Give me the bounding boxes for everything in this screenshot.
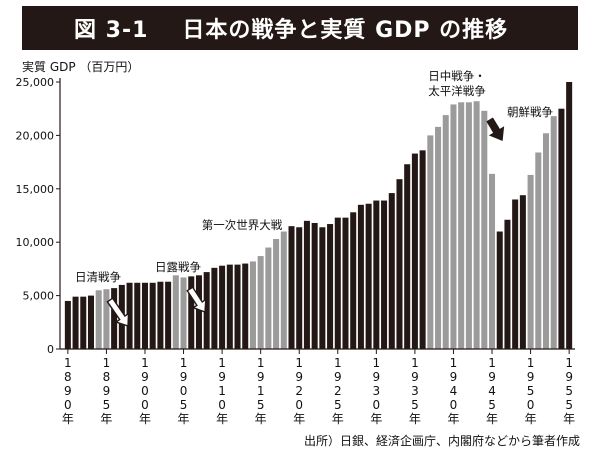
source-note: 出所）日銀、経済企画庁、内閣府などから筆者作成 (303, 434, 580, 448)
bar-1916 (265, 247, 272, 349)
annotation-arrow-icon (486, 117, 505, 141)
bar-1951 (535, 152, 542, 349)
bar-1910 (219, 265, 226, 349)
bar-1915 (257, 256, 264, 349)
bar-1929 (365, 203, 372, 349)
bar-1899 (134, 282, 141, 349)
bar-1918 (280, 231, 287, 349)
bar-1926 (342, 217, 349, 349)
bar-1945 (489, 173, 496, 349)
bar-1914 (249, 261, 256, 349)
bar-1944 (481, 110, 488, 349)
bar-1947 (504, 219, 511, 349)
figure-number: 図 3-1 (74, 18, 149, 43)
bar-1904 (172, 275, 179, 349)
bar-1894 (95, 290, 102, 349)
bar-1953 (550, 116, 557, 350)
bar-1924 (327, 224, 334, 349)
bar-1928 (357, 204, 364, 349)
y-tick-label: 15,000 (16, 183, 55, 196)
bar-1919 (288, 226, 295, 349)
bar-1909 (211, 267, 218, 349)
bar-1911 (226, 264, 233, 349)
bar-1898 (126, 282, 133, 349)
bar-1890 (64, 300, 71, 349)
bar-1936 (419, 150, 426, 349)
y-axis-unit-label: 実質 GDP （百万円） (22, 60, 140, 74)
bar-1891 (72, 296, 79, 349)
y-tick-label: 5,000 (23, 290, 55, 303)
bar-1908 (203, 272, 210, 349)
bar-1925 (334, 217, 341, 349)
bar-1920 (296, 227, 303, 349)
bar-1893 (87, 295, 94, 349)
annotation-1: 日清戦争 (75, 270, 121, 284)
bar-1948 (512, 199, 519, 349)
figure-title: 日本の戦争と実質 GDP の推移 (182, 18, 509, 43)
bar-1931 (381, 200, 388, 349)
y-tick-label: 20,000 (16, 129, 55, 142)
bar-1940 (450, 104, 457, 350)
bar-1932 (388, 193, 395, 349)
figure-title-bar: 図 3-1 日本の戦争と実質 GDP の推移 (22, 6, 578, 50)
bar-1900 (141, 282, 148, 349)
bar-1949 (519, 195, 526, 349)
bar-1913 (242, 263, 249, 349)
bar-1927 (350, 212, 357, 349)
bar-1943 (473, 101, 480, 349)
bar-1952 (543, 133, 550, 349)
bar-1939 (442, 115, 449, 349)
bar-1938 (435, 126, 442, 349)
bar-1935 (411, 153, 418, 349)
bar-1933 (396, 179, 403, 349)
y-tick-label: 10,000 (16, 236, 55, 249)
y-tick-label: 25,000 (16, 76, 55, 89)
bar-1906 (188, 276, 195, 349)
annotation-4: 日中戦争・太平洋戦争 (428, 69, 486, 98)
bar-1907 (195, 275, 202, 349)
bar-1950 (527, 174, 534, 349)
bar-1930 (373, 200, 380, 349)
bar-1903 (165, 281, 172, 349)
bar-1912 (234, 264, 241, 349)
bar-1901 (149, 282, 156, 349)
bar-1955 (566, 82, 573, 349)
bar-1921 (303, 220, 310, 349)
bar-1922 (311, 222, 318, 349)
y-tick-label: 0 (47, 343, 54, 356)
annotation-5: 朝鮮戦争 (507, 105, 553, 119)
bar-1892 (80, 296, 87, 349)
annotation-2: 日露戦争 (155, 260, 201, 274)
bar-1905 (180, 277, 187, 349)
bar-1934 (404, 164, 411, 349)
bar-1937 (427, 135, 434, 349)
bar-1917 (273, 239, 280, 349)
bar-1895 (103, 289, 110, 349)
bar-1941 (458, 102, 465, 349)
annotation-arrow-icon (106, 297, 130, 327)
annotation-3: 第一次世界大戦 (202, 218, 283, 232)
bar-1954 (558, 108, 565, 349)
bar-1902 (157, 281, 164, 349)
bar-1946 (496, 231, 503, 349)
annotation-arrow-icon (186, 286, 207, 313)
bar-1896 (111, 288, 118, 349)
bar-1942 (465, 102, 472, 349)
bar-1923 (319, 227, 326, 349)
